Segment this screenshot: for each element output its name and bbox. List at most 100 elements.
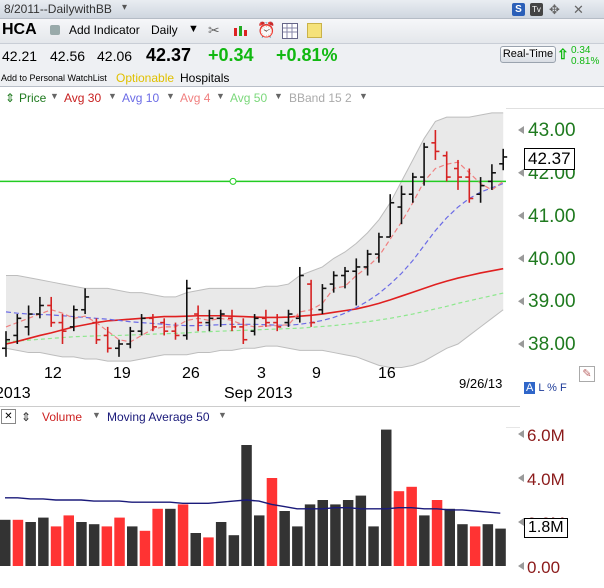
legend-avg30[interactable]: Avg 30 xyxy=(64,91,102,105)
volume-bar xyxy=(165,508,176,566)
chart-type-icon[interactable] xyxy=(233,24,247,36)
vol-tick-marker xyxy=(518,518,524,526)
legend-bband[interactable]: BBand 15 2 xyxy=(289,91,352,105)
ohlc-bar xyxy=(35,296,44,319)
move-icon[interactable]: ✥ xyxy=(549,2,560,17)
legend-avg4[interactable]: Avg 4 xyxy=(180,91,211,105)
volume-bar xyxy=(254,515,265,566)
industry-label: Hospitals xyxy=(180,71,230,85)
volume-bar xyxy=(393,491,405,566)
close-icon[interactable]: ✕ xyxy=(573,2,584,17)
legend-bband-dropdown-icon[interactable]: ▼ xyxy=(359,91,368,101)
ohlc-bar xyxy=(476,177,485,203)
ohlc-bar xyxy=(92,318,101,344)
x-tick-9: 9 xyxy=(312,365,321,382)
legend-volume-dropdown-icon[interactable]: ▼ xyxy=(92,410,101,420)
toolbar: HCA Add Indicator Daily ▼ ✂ ⏰ xyxy=(0,19,604,44)
low-price: 42.06 xyxy=(97,48,133,64)
legend-avg50[interactable]: Avg 50 xyxy=(230,91,268,105)
legend-volume[interactable]: Volume xyxy=(42,410,83,424)
symbol-field[interactable]: HCA xyxy=(2,21,37,38)
legend-vol-ma-dropdown-icon[interactable]: ▼ xyxy=(218,410,227,420)
ohlc-bar xyxy=(318,284,327,315)
window-title: 8/2011--DailywithBB xyxy=(4,2,112,16)
rt-change: 0.34 xyxy=(571,45,591,56)
ohlc-bar xyxy=(137,314,146,336)
ohlc-bar xyxy=(352,258,361,306)
volume-legend-bar: ✕ ⇕ Volume ▼ Moving Average 50 ▼ xyxy=(0,406,520,428)
draw-pencil-icon[interactable]: ✎ xyxy=(579,366,595,382)
legend-avg30-dropdown-icon[interactable]: ▼ xyxy=(108,91,117,101)
volume-bar xyxy=(127,526,138,566)
volume-bar xyxy=(114,517,125,566)
s-menu-icon[interactable]: S xyxy=(512,3,525,16)
volume-bar xyxy=(342,500,354,566)
period-select[interactable]: Daily xyxy=(151,23,178,37)
volume-bar xyxy=(203,537,214,566)
volume-bar xyxy=(228,535,240,566)
period-dropdown-icon[interactable]: ▼ xyxy=(188,23,199,35)
price-change: +0.34 xyxy=(208,45,254,65)
price-legend-expand-icon[interactable]: ⇕ xyxy=(5,91,16,105)
tools-icon[interactable]: ✂ xyxy=(208,22,220,38)
ohlc-bar xyxy=(216,309,225,327)
notes-icon[interactable] xyxy=(307,23,322,38)
title-dropdown-icon[interactable]: ▾ xyxy=(122,2,128,13)
vol-tick-marker xyxy=(518,430,524,438)
volume-close-icon[interactable]: ✕ xyxy=(1,409,16,424)
volume-bar xyxy=(50,526,62,566)
ohlc-bar xyxy=(329,271,338,293)
volume-bar xyxy=(330,504,341,566)
last-volume-box: 1.8M xyxy=(524,518,568,538)
ohlc-bar xyxy=(295,266,304,323)
volume-bar xyxy=(139,530,151,566)
alarm-clock-icon[interactable]: ⏰ xyxy=(257,22,276,39)
calendar-grid-icon[interactable] xyxy=(282,23,298,39)
legend-avg10[interactable]: Avg 10 xyxy=(122,91,160,105)
volume-bar xyxy=(152,508,163,566)
tv-icon[interactable]: Tv xyxy=(530,3,543,16)
ohlc-bar xyxy=(103,326,112,353)
ohlc-bar xyxy=(442,151,451,182)
volume-bar xyxy=(406,486,417,566)
volume-bar xyxy=(292,526,303,566)
last-price-box: 42.37 xyxy=(524,148,575,170)
bband-lower-line xyxy=(5,309,504,369)
up-arrow-icon: ⇧ xyxy=(557,46,569,62)
open-price: 42.21 xyxy=(2,48,38,64)
volume-bar xyxy=(419,515,430,566)
ohlc-bar xyxy=(341,266,349,289)
volume-expand-icon[interactable]: ⇕ xyxy=(21,410,32,424)
legend-avg4-dropdown-icon[interactable]: ▼ xyxy=(216,91,225,101)
legend-avg50-dropdown-icon[interactable]: ▼ xyxy=(274,91,283,101)
volume-bar xyxy=(12,519,24,566)
volume-bar xyxy=(76,522,87,566)
ohlc-bar xyxy=(465,168,474,203)
volume-plot-area xyxy=(0,426,506,588)
symbol-lookup-icon[interactable] xyxy=(50,25,60,35)
ohlc-bar xyxy=(374,232,383,263)
quote-info-bar: Add to Personal WatchList Optionable Hos… xyxy=(0,56,604,87)
y-tick-marker xyxy=(518,340,524,348)
volume-bar xyxy=(368,526,379,566)
price-legend-bar: ⇕ Price ▼ Avg 30 ▼ Avg 10 ▼ Avg 4 ▼ Avg … xyxy=(0,88,604,109)
realtime-button[interactable]: Real-Time xyxy=(500,46,556,63)
volume-chart[interactable] xyxy=(0,426,604,588)
volume-bar xyxy=(317,500,328,566)
ohlc-bar xyxy=(81,288,90,315)
ohlc-bar xyxy=(194,305,203,332)
y-tick-marker xyxy=(518,126,524,134)
legend-price[interactable]: Price xyxy=(19,91,47,105)
y-tick-39: 39.00 xyxy=(528,291,576,312)
scale-options[interactable]: A L % F xyxy=(524,382,567,394)
legend-vol-ma[interactable]: Moving Average 50 xyxy=(107,410,210,424)
y-tick-41: 41.00 xyxy=(528,206,576,227)
ohlc-bar xyxy=(148,314,157,332)
x-tick-26: 26 xyxy=(182,365,200,382)
legend-avg10-dropdown-icon[interactable]: ▼ xyxy=(166,91,175,101)
add-indicator-button[interactable]: Add Indicator xyxy=(69,23,140,37)
add-watchlist-link[interactable]: Add to Personal WatchList xyxy=(1,73,107,83)
price-chart[interactable] xyxy=(0,108,604,404)
ohlc-bar xyxy=(363,249,372,276)
legend-price-dropdown-icon[interactable]: ▼ xyxy=(50,91,59,101)
